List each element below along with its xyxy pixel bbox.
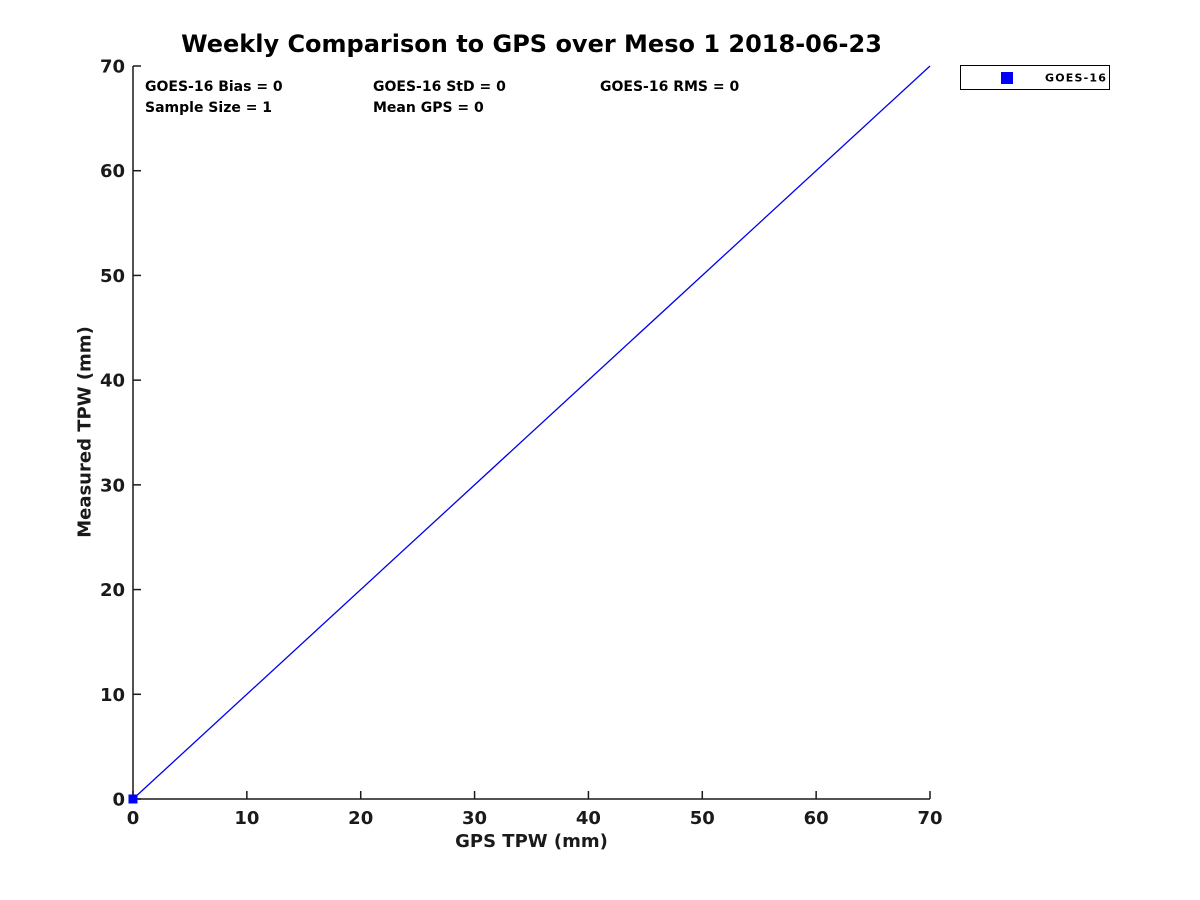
stat-mean-gps: Mean GPS = 0 (373, 100, 484, 116)
x-tick-label: 30 (462, 808, 487, 829)
y-tick-label: 30 (100, 475, 125, 496)
legend: GOES-16 (960, 65, 1110, 90)
x-axis-label: GPS TPW (mm) (455, 831, 608, 852)
stat-std: GOES-16 StD = 0 (373, 79, 506, 95)
stat-bias: GOES-16 Bias = 0 (145, 79, 283, 95)
y-tick-label: 70 (100, 57, 125, 78)
stat-rms: GOES-16 RMS = 0 (600, 79, 740, 95)
y-tick-label: 0 (112, 790, 125, 811)
x-tick-label: 0 (127, 808, 140, 829)
data-point-marker (128, 794, 138, 804)
y-axis-label: Measured TPW (mm) (74, 326, 96, 538)
stat-sample-size: Sample Size = 1 (145, 100, 273, 116)
legend-marker-square-icon (1001, 71, 1013, 84)
x-tick-label: 50 (690, 808, 715, 829)
y-tick-label: 20 (100, 580, 125, 601)
legend-label: GOES-16 (1045, 71, 1108, 84)
x-tick-label: 20 (348, 808, 373, 829)
y-tick-label: 10 (100, 685, 125, 706)
x-tick-label: 60 (804, 808, 829, 829)
chart-title: Weekly Comparison to GPS over Meso 1 201… (181, 30, 882, 58)
x-tick-label: 40 (576, 808, 601, 829)
x-tick-label: 70 (917, 808, 942, 829)
x-tick-label: 10 (234, 808, 259, 829)
identity-line (132, 65, 931, 800)
y-tick-label: 50 (100, 266, 125, 287)
y-tick-label: 60 (100, 161, 125, 182)
y-tick-label: 40 (100, 371, 125, 392)
